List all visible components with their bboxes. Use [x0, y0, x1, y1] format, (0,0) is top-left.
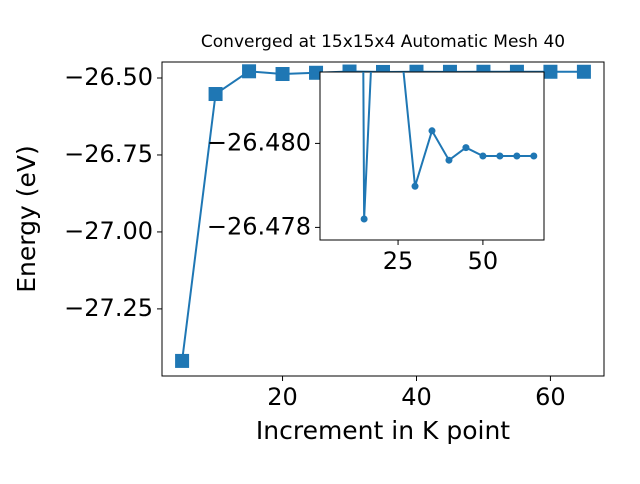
marker — [576, 64, 591, 79]
marker — [543, 64, 558, 79]
inset-marker — [462, 144, 470, 152]
x-tick-label: 20 — [267, 383, 298, 411]
inset-marker — [530, 152, 538, 160]
y-tick-label: −26.50 — [64, 63, 153, 91]
inset-x-tick-label: 25 — [383, 247, 414, 275]
marker — [275, 67, 290, 82]
inset-marker — [360, 215, 368, 223]
marker — [242, 64, 257, 79]
chart-title: Converged at 15x15x4 Automatic Mesh 40 — [201, 32, 565, 52]
inset-marker — [411, 182, 419, 190]
inset-marker — [513, 152, 521, 160]
inset-marker — [445, 156, 453, 164]
marker — [175, 353, 190, 368]
inset-x-tick-label: 50 — [468, 247, 499, 275]
x-axis-label: Increment in K point — [256, 416, 510, 445]
x-tick-label: 40 — [401, 383, 432, 411]
y-axis-label: Energy (eV) — [12, 145, 41, 292]
y-tick-label: −27.00 — [64, 217, 153, 245]
inset-marker — [428, 127, 436, 135]
inset-marker — [496, 152, 504, 160]
x-tick-label: 60 — [535, 383, 566, 411]
marker — [208, 87, 223, 102]
y-tick-label: −27.25 — [64, 294, 153, 322]
inset-y-tick-label: −26.480 — [207, 128, 311, 156]
inset-marker — [479, 152, 487, 160]
inset-plot — [360, 72, 538, 223]
y-tick-label: −26.75 — [64, 140, 153, 168]
inset-y-tick-label: −26.478 — [207, 212, 311, 240]
